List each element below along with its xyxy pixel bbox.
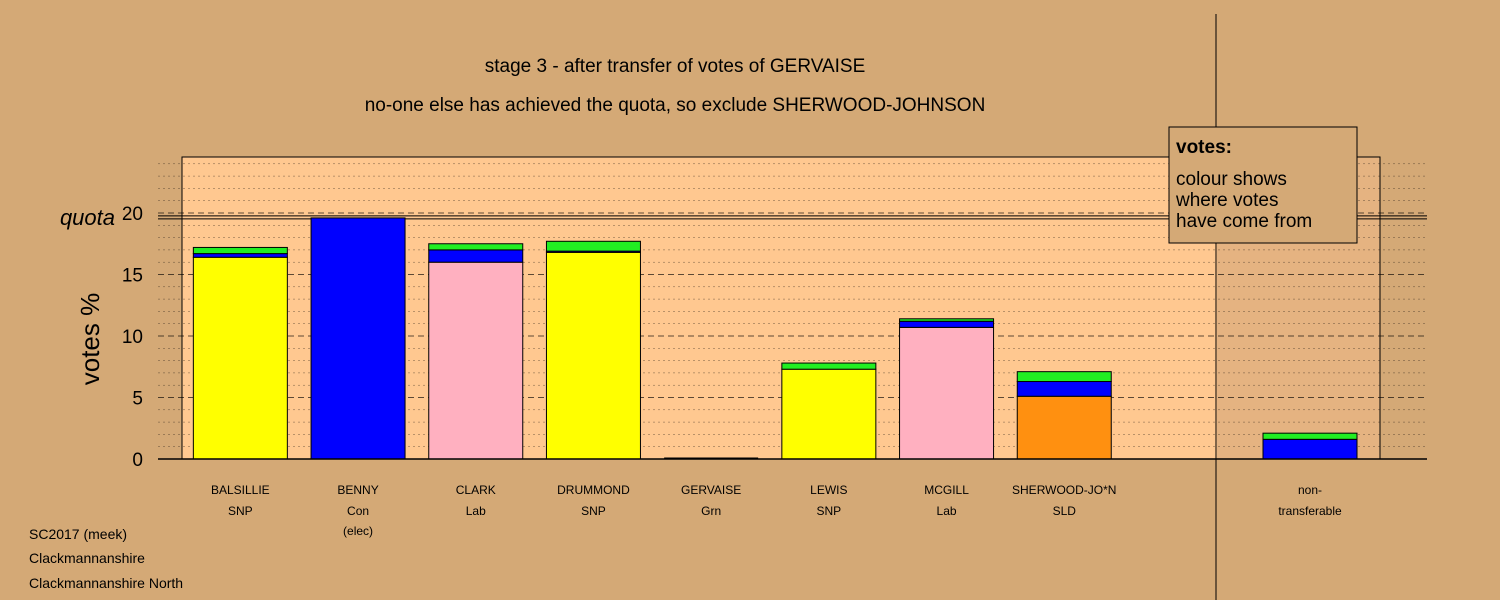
bar-mcgill-segment-3 bbox=[899, 318, 995, 322]
bar-sherwood-jo-n-segment-1 bbox=[1016, 395, 1112, 460]
candidate-name: CLARK bbox=[456, 483, 496, 497]
bar-lewis-segment-2 bbox=[781, 362, 877, 370]
chart-subtitle: no-one else has achieved the quota, so e… bbox=[365, 95, 986, 116]
bar-clark-segment-1 bbox=[428, 261, 524, 460]
bar-lewis-segment-1 bbox=[781, 368, 877, 460]
y-axis-label: votes % bbox=[75, 293, 105, 386]
candidate-name: GERVAISE bbox=[681, 483, 741, 497]
y-tick-label: 0 bbox=[132, 450, 143, 471]
bar-sherwood-jo-n-segment-3 bbox=[1016, 371, 1112, 383]
bar-drummond-segment-1 bbox=[545, 251, 641, 460]
bar-balsillie-segment-1 bbox=[192, 256, 288, 460]
bar-benny-segment-1 bbox=[310, 217, 406, 460]
quota-label: quota bbox=[60, 205, 115, 230]
footer-election: SC2017 (meek) bbox=[29, 526, 127, 542]
candidate-party: Lab bbox=[466, 504, 486, 518]
bar-nontransferable-segment-2 bbox=[1262, 432, 1358, 440]
y-tick-label: 20 bbox=[122, 204, 143, 225]
candidate-name: BALSILLIE bbox=[211, 483, 270, 497]
y-tick-label: 15 bbox=[122, 266, 143, 287]
nontransferable-label-1: non- bbox=[1298, 483, 1322, 497]
bar-mcgill-segment-2 bbox=[899, 320, 995, 328]
bar-mcgill-segment-1 bbox=[899, 326, 995, 460]
y-tick-label: 10 bbox=[122, 327, 143, 348]
bar-balsillie-segment-3 bbox=[192, 246, 288, 255]
legend-line-3: have come from bbox=[1176, 211, 1312, 232]
footer: SC2017 (meek) Clackmannanshire Clackmann… bbox=[29, 526, 183, 591]
legend-line-2: where votes bbox=[1175, 190, 1278, 211]
legend-title: votes: bbox=[1176, 137, 1232, 158]
bar-clark-segment-3 bbox=[428, 243, 524, 251]
candidate-party: Grn bbox=[701, 504, 721, 518]
candidate-name: LEWIS bbox=[810, 483, 847, 497]
candidate-party: SNP bbox=[817, 504, 842, 518]
y-tick-labels: 0 5 10 15 20 bbox=[122, 204, 143, 471]
legend-line-1: colour shows bbox=[1176, 169, 1287, 190]
candidate-party: SLD bbox=[1053, 504, 1077, 518]
candidate-party: SNP bbox=[228, 504, 253, 518]
footer-council: Clackmannanshire bbox=[29, 550, 145, 566]
candidate-party: Lab bbox=[937, 504, 957, 518]
candidate-party: SNP bbox=[581, 504, 606, 518]
candidate-note: (elec) bbox=[343, 524, 373, 538]
legend-box bbox=[1168, 126, 1358, 244]
chart-title: stage 3 - after transfer of votes of GER… bbox=[485, 56, 866, 77]
bar-nontransferable-segment-1 bbox=[1262, 438, 1358, 460]
bar-clark-segment-2 bbox=[428, 249, 524, 263]
bar-sherwood-jo-n-segment-2 bbox=[1016, 381, 1112, 397]
candidate-name: SHERWOOD-JO*N bbox=[1012, 483, 1116, 497]
candidate-name: BENNY bbox=[337, 483, 378, 497]
y-tick-label: 5 bbox=[132, 389, 143, 410]
x-tick-labels: BALSILLIE SNP BENNY Con (elec) CLARK Lab DRUMMO… bbox=[211, 483, 1342, 538]
candidate-name: MCGILL bbox=[924, 483, 969, 497]
footer-ward: Clackmannanshire North bbox=[29, 575, 183, 591]
bar-balsillie-segment-2 bbox=[192, 253, 288, 258]
candidate-party: Con bbox=[347, 504, 369, 518]
nontransferable-label-2: transferable bbox=[1278, 504, 1342, 518]
legend: votes: colour shows where votes have com… bbox=[1168, 126, 1358, 244]
bar-drummond-segment-3 bbox=[545, 240, 641, 252]
candidate-name: DRUMMOND bbox=[557, 483, 630, 497]
